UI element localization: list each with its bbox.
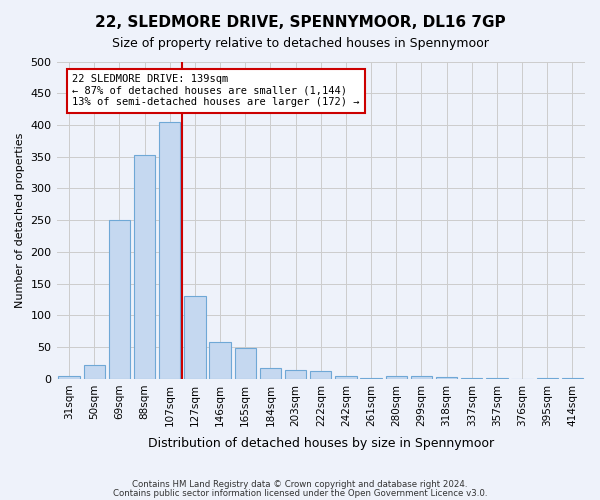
Bar: [361, 378, 382, 379]
Text: Size of property relative to detached houses in Spennymoor: Size of property relative to detached ho…: [112, 38, 488, 51]
Bar: [411, 376, 432, 379]
Y-axis label: Number of detached properties: Number of detached properties: [15, 132, 25, 308]
Bar: [461, 378, 482, 379]
Bar: [209, 342, 231, 379]
Bar: [235, 348, 256, 379]
Bar: [285, 370, 307, 379]
Text: 22, SLEDMORE DRIVE, SPENNYMOOR, DL16 7GP: 22, SLEDMORE DRIVE, SPENNYMOOR, DL16 7GP: [95, 15, 505, 30]
Bar: [436, 377, 457, 379]
Bar: [486, 378, 508, 379]
Bar: [335, 376, 356, 379]
Bar: [310, 372, 331, 379]
Text: Contains public sector information licensed under the Open Government Licence v3: Contains public sector information licen…: [113, 489, 487, 498]
Bar: [58, 376, 80, 379]
Bar: [184, 296, 206, 379]
Bar: [260, 368, 281, 379]
Bar: [386, 376, 407, 379]
Text: 22 SLEDMORE DRIVE: 139sqm
← 87% of detached houses are smaller (1,144)
13% of se: 22 SLEDMORE DRIVE: 139sqm ← 87% of detac…: [73, 74, 360, 108]
Bar: [109, 220, 130, 379]
Bar: [536, 378, 558, 379]
Text: Contains HM Land Registry data © Crown copyright and database right 2024.: Contains HM Land Registry data © Crown c…: [132, 480, 468, 489]
Bar: [134, 156, 155, 379]
Bar: [562, 378, 583, 379]
Bar: [159, 122, 181, 379]
Bar: [83, 365, 105, 379]
X-axis label: Distribution of detached houses by size in Spennymoor: Distribution of detached houses by size …: [148, 437, 494, 450]
